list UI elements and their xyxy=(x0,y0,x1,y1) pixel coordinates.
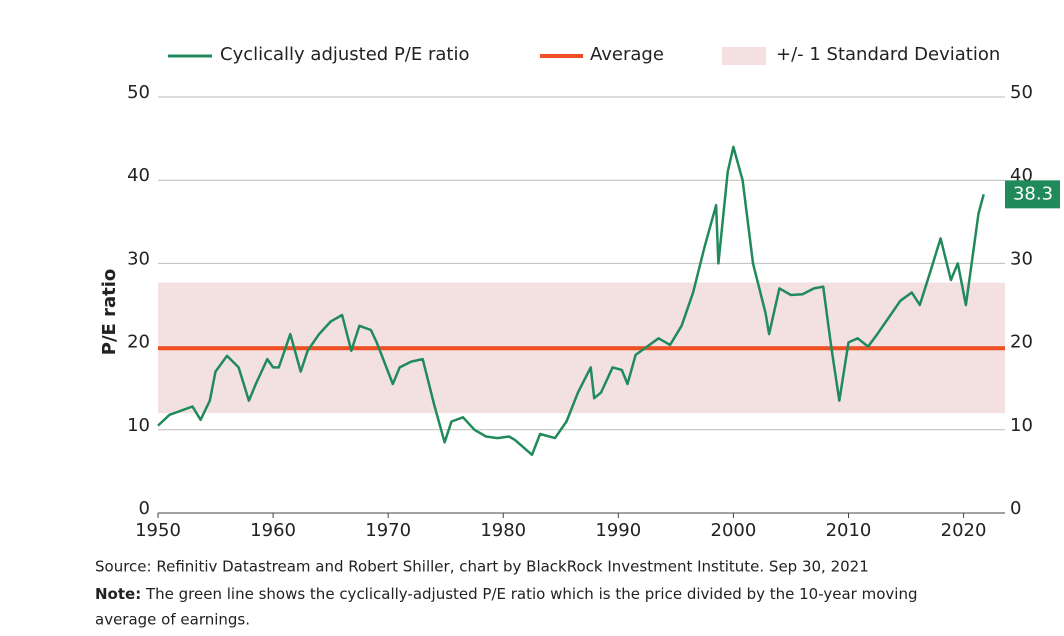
x-tick-label: 1970 xyxy=(365,520,411,541)
data-line xyxy=(157,145,985,457)
y2-tick-label: 50 xyxy=(1010,82,1033,103)
x-tick-label: 2010 xyxy=(826,520,872,541)
note-text: The green line shows the cyclically-adju… xyxy=(145,585,918,603)
source: Source: Refinitiv Datastream and Robert … xyxy=(95,558,869,576)
x-tick-label: 2020 xyxy=(941,520,987,541)
end-value-label: 38.3 xyxy=(1013,183,1053,204)
y-tick-label: 30 xyxy=(127,248,150,269)
legend-label: +/- 1 Standard Deviation xyxy=(776,44,1000,65)
note: Note: The green line shows the cyclicall… xyxy=(95,585,917,603)
x-tick-label: 1960 xyxy=(250,520,296,541)
x-tick-label: 2000 xyxy=(711,520,757,541)
y-tick-label: 50 xyxy=(127,82,150,103)
y2-tick-label: 20 xyxy=(1010,332,1033,353)
legend-label: Cyclically adjusted P/E ratio xyxy=(220,44,469,65)
note-text: average of earnings. xyxy=(95,611,250,629)
y-tick-label: 10 xyxy=(127,415,150,436)
y-tick-label: 40 xyxy=(127,165,150,186)
y2-tick-label: 0 xyxy=(1010,498,1021,519)
x-tick-label: 1990 xyxy=(595,520,641,541)
x-tick-label: 1980 xyxy=(480,520,526,541)
y-tick-label: 0 xyxy=(139,498,150,519)
end-value-box xyxy=(1005,180,1060,209)
y2-tick-label: 30 xyxy=(1010,248,1033,269)
note-label: Note: xyxy=(95,585,141,603)
y-axis-label: P/E ratio xyxy=(99,269,120,356)
y-tick-label: 20 xyxy=(127,332,150,353)
x-tick-label: 1950 xyxy=(135,520,181,541)
legend-swatch xyxy=(722,47,766,65)
y2-tick-label: 10 xyxy=(1010,415,1033,436)
legend-label: Average xyxy=(590,44,664,65)
